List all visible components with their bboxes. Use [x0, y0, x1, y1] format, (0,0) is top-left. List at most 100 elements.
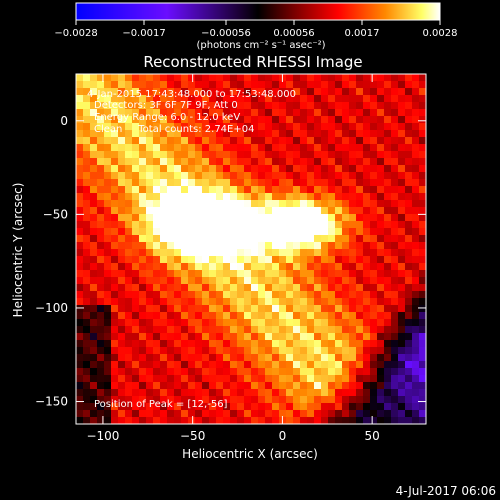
heatmap-cell — [314, 165, 322, 173]
heatmap-cell — [321, 263, 329, 271]
heatmap-cell — [342, 179, 350, 187]
heatmap-cell — [398, 151, 406, 159]
heatmap-cell — [230, 361, 238, 369]
heatmap-cell — [223, 144, 231, 152]
heatmap-cell — [279, 228, 287, 236]
heatmap-cell — [342, 95, 350, 103]
heatmap-cell — [370, 179, 378, 187]
heatmap-cell — [258, 291, 266, 299]
heatmap-cell — [237, 410, 245, 418]
heatmap-cell — [328, 410, 336, 418]
heatmap-cell — [76, 396, 84, 404]
heatmap-cell — [286, 270, 294, 278]
heatmap-cell — [132, 123, 140, 131]
heatmap-cell — [370, 382, 378, 390]
heatmap-cell — [328, 81, 336, 89]
heatmap-cell — [293, 193, 301, 201]
heatmap-cell — [181, 144, 189, 152]
heatmap-cell — [377, 277, 385, 285]
heatmap-cell — [279, 368, 287, 376]
heatmap-cell — [146, 368, 154, 376]
heatmap-cell — [384, 375, 392, 383]
heatmap-cell — [195, 109, 203, 117]
heatmap-cell — [97, 137, 105, 145]
heatmap-cell — [293, 109, 301, 117]
heatmap-cell — [97, 123, 105, 131]
heatmap-cell — [272, 326, 280, 334]
heatmap-cell — [335, 88, 343, 96]
heatmap-cell — [335, 403, 343, 411]
heatmap-cell — [314, 130, 322, 138]
heatmap-cell — [111, 116, 119, 124]
heatmap-cell — [167, 389, 175, 397]
heatmap-cell — [335, 179, 343, 187]
heatmap-cell — [384, 256, 392, 264]
heatmap-cell — [188, 326, 196, 334]
heatmap-cell — [391, 277, 399, 285]
heatmap-cell — [139, 249, 147, 257]
heatmap-cell — [230, 123, 238, 131]
heatmap-cell — [209, 298, 217, 306]
heatmap-cell — [370, 410, 378, 418]
heatmap-cell — [195, 165, 203, 173]
heatmap-cell — [76, 291, 84, 299]
heatmap-cell — [223, 340, 231, 348]
heatmap-cell — [223, 130, 231, 138]
heatmap-cell — [272, 137, 280, 145]
heatmap-cell — [97, 214, 105, 222]
heatmap-cell — [181, 354, 189, 362]
heatmap-cell — [314, 158, 322, 166]
heatmap-cell — [405, 361, 413, 369]
heatmap-cell — [342, 74, 350, 82]
heatmap-cell — [279, 403, 287, 411]
heatmap-cell — [83, 137, 91, 145]
heatmap-cell — [146, 389, 154, 397]
heatmap-cell — [419, 382, 426, 390]
heatmap-cell — [181, 284, 189, 292]
heatmap-cell — [118, 186, 126, 194]
heatmap-cell — [160, 382, 168, 390]
heatmap-cell — [391, 305, 399, 313]
heatmap-cell — [76, 347, 84, 355]
heatmap-cell — [328, 284, 336, 292]
heatmap-cell — [244, 172, 252, 180]
heatmap-cell — [335, 284, 343, 292]
heatmap-cell — [251, 340, 259, 348]
heatmap-cell — [153, 263, 161, 271]
heatmap-cell — [188, 186, 196, 194]
heatmap-cell — [363, 228, 371, 236]
heatmap-cell — [97, 291, 105, 299]
heatmap-cell — [146, 88, 154, 96]
heatmap-cell — [335, 389, 343, 397]
heatmap-cell — [314, 340, 322, 348]
heatmap-cell — [265, 193, 273, 201]
heatmap-cell — [125, 347, 133, 355]
heatmap-cell — [272, 389, 280, 397]
heatmap-cell — [160, 263, 168, 271]
heatmap-cell — [97, 375, 105, 383]
heatmap-cell — [328, 256, 336, 264]
heatmap-cell — [342, 193, 350, 201]
heatmap-cell — [405, 144, 413, 152]
heatmap-cell — [97, 333, 105, 341]
heatmap-cell — [419, 333, 426, 341]
heatmap-cell — [272, 291, 280, 299]
heatmap-cell — [300, 340, 308, 348]
heatmap-cell — [258, 403, 266, 411]
heatmap-cell — [419, 228, 426, 236]
heatmap-cell — [209, 319, 217, 327]
heatmap-cell — [412, 291, 420, 299]
heatmap-cell — [328, 270, 336, 278]
heatmap-cell — [160, 186, 168, 194]
heatmap-cell — [251, 410, 259, 418]
heatmap-cell — [314, 81, 322, 89]
heatmap-cell — [202, 165, 210, 173]
heatmap-cell — [356, 74, 364, 82]
heatmap-cell — [195, 396, 203, 404]
heatmap-cell — [300, 319, 308, 327]
heatmap-cell — [223, 417, 231, 424]
heatmap-cell — [104, 340, 112, 348]
heatmap-cell — [195, 298, 203, 306]
heatmap-cell — [139, 305, 147, 313]
heatmap-cell — [279, 291, 287, 299]
